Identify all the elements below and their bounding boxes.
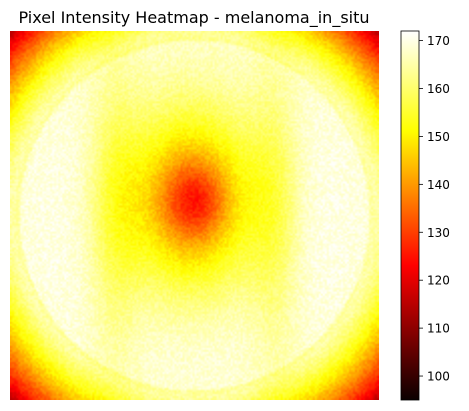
- colorbar-bar: [400, 30, 420, 401]
- colorbar-tick-label: 140: [427, 178, 450, 192]
- colorbar-tick-label: 130: [427, 226, 450, 240]
- colorbar-tick-label: 160: [427, 82, 450, 96]
- colorbar-tick-label: 170: [427, 34, 450, 48]
- colorbar: 100 110 120 130 140 150 160 170: [400, 30, 450, 401]
- colorbar-ticks: 100 110 120 130 140 150 160 170: [419, 34, 450, 384]
- heatmap-image: [10, 31, 379, 400]
- colorbar-tick-label: 110: [427, 322, 450, 336]
- chart-title: Pixel Intensity Heatmap - melanoma_in_si…: [18, 8, 369, 28]
- colorbar-tick-label: 100: [427, 370, 450, 384]
- heatmap-plot-area: [10, 31, 379, 400]
- colorbar-tick-label: 150: [427, 130, 450, 144]
- colorbar-tick-label: 120: [427, 274, 450, 288]
